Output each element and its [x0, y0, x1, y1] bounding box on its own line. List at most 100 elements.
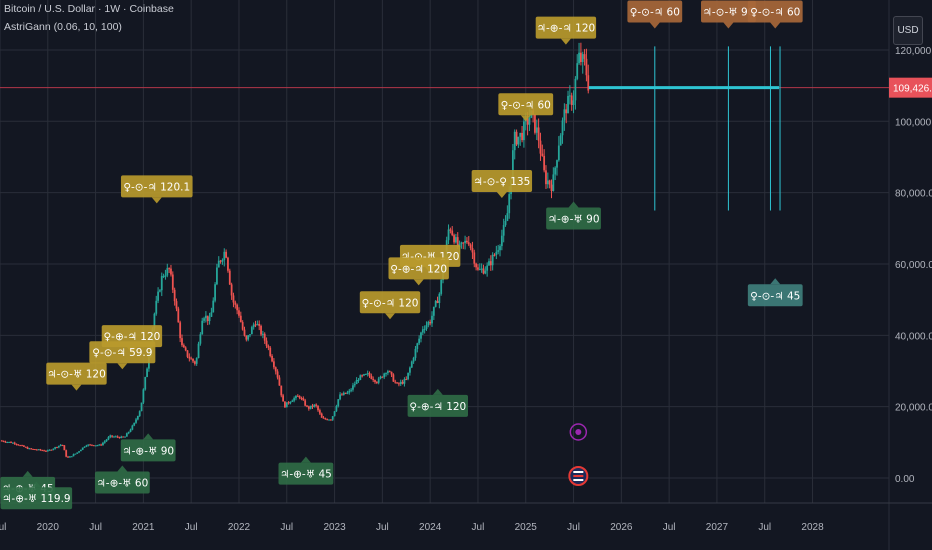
aspect-label[interactable]: ♃-⊙-♅ 120	[46, 362, 107, 391]
candle-body	[427, 321, 430, 326]
aspect-label[interactable]: ♃-⊕-♅ 90	[546, 201, 601, 230]
target-icon[interactable]	[569, 423, 588, 441]
candle-body	[76, 452, 79, 454]
candle-body	[234, 302, 237, 305]
indicator-title[interactable]: AstriGann (0.06, 10, 100)	[4, 21, 122, 33]
candle-body	[216, 267, 218, 285]
aspect-label[interactable]: ♀-⊙-♃ 60	[498, 93, 554, 122]
aspect-label[interactable]: ♀-⊙-♃ 120.1	[120, 175, 193, 204]
candle-body	[98, 444, 101, 446]
candle-body	[166, 268, 169, 276]
aspect-label[interactable]: ♀-⊕-♃ 120	[388, 257, 449, 286]
aspect-label[interactable]: ♃-⊕-♅ 60	[94, 465, 150, 494]
candle-body	[434, 300, 437, 307]
aspect-label[interactable]: ♃-⊕-♅ 119.9	[0, 481, 73, 510]
candle-body	[131, 425, 134, 430]
candle-body	[318, 410, 321, 414]
y-tick-label: 20,000.00	[895, 403, 932, 414]
candle-body	[350, 389, 353, 391]
svg-text:♀-⊙-♃ 120: ♀-⊙-♃ 120	[362, 297, 419, 309]
candle-body	[386, 371, 389, 374]
aspect-label[interactable]: ♃-⊕-♅ 45	[278, 456, 334, 485]
candle-body	[111, 435, 114, 437]
candle-body	[252, 324, 255, 328]
svg-text:♃-⊙-♅ 120: ♃-⊙-♅ 120	[47, 369, 106, 381]
candle-body	[21, 445, 23, 447]
candle-body	[339, 394, 341, 400]
aspect-label[interactable]: ♃-⊙-♅ 90	[701, 0, 756, 29]
y-tick-label: 40,000.00	[895, 331, 932, 342]
candle-body	[513, 131, 516, 151]
y-tick-label: 100,000.00	[895, 117, 932, 128]
candle-body	[91, 444, 93, 446]
candle-body	[545, 170, 547, 185]
candle-body	[534, 114, 536, 133]
candle-body	[188, 356, 191, 359]
candle-body	[258, 323, 261, 326]
candle-body	[565, 109, 568, 114]
candle-body	[295, 395, 297, 399]
aspect-label[interactable]: ♀-⊕-♃ 120	[407, 388, 469, 417]
candle-body	[447, 229, 450, 241]
svg-text:♀-⊙-♃ 60: ♀-⊙-♃ 60	[750, 7, 800, 19]
x-tick-label: Jul	[663, 522, 676, 533]
candle-body	[37, 449, 40, 451]
candle-body	[348, 390, 351, 393]
candle-body	[15, 443, 18, 445]
aspect-label[interactable]: ♀-⊙-♃ 59.9	[89, 341, 156, 370]
candle-body	[221, 260, 224, 262]
currency-button[interactable]: USD	[893, 16, 923, 45]
candle-body	[68, 456, 71, 458]
candle-body	[552, 174, 555, 191]
candle-body	[107, 437, 110, 440]
aspect-label[interactable]: ♃-⊙-♀ 135	[471, 169, 533, 198]
candle-body	[526, 118, 529, 125]
candle-body	[236, 304, 239, 311]
candle-body	[333, 411, 336, 417]
candle-body	[217, 260, 220, 268]
candle-body	[4, 441, 7, 443]
aspect-label[interactable]: ♀-⊙-♃ 60	[627, 0, 683, 29]
candle-body	[263, 333, 266, 341]
candle-body	[466, 240, 468, 243]
svg-text:♃-⊕-♅ 119.9: ♃-⊕-♅ 119.9	[2, 493, 71, 505]
candle-body	[105, 439, 108, 442]
candle-body	[521, 132, 523, 141]
candle-body	[89, 444, 91, 446]
candle-body	[504, 220, 507, 226]
aspect-label[interactable]: ♃-⊕-♃ 120	[535, 16, 597, 45]
candle-body	[57, 445, 60, 448]
candle-body	[291, 400, 294, 402]
candle-body	[326, 419, 329, 421]
candle-body	[344, 392, 347, 394]
candle-body	[300, 397, 303, 399]
aspect-label[interactable]: ♀-⊙-♃ 45	[747, 278, 803, 307]
target-icon-center	[575, 429, 582, 435]
candle-body	[118, 437, 121, 439]
candle-body	[475, 263, 478, 268]
candle-body	[52, 448, 55, 450]
aspect-label[interactable]: ♀-⊙-♃ 60	[747, 0, 803, 29]
svg-text:♀-⊙-♃ 60: ♀-⊙-♃ 60	[630, 7, 680, 19]
candle-body	[67, 456, 69, 458]
candle-body	[374, 380, 376, 382]
candle-body	[135, 419, 137, 423]
aspect-label[interactable]: ♀-⊙-♃ 120	[359, 291, 421, 320]
y-tick-label: 60,000.00	[895, 260, 932, 271]
candle-body	[124, 436, 126, 438]
candle-body	[353, 384, 356, 386]
candle-body	[451, 230, 454, 236]
candle-body	[81, 447, 84, 450]
x-tick-label: 2026	[610, 522, 633, 533]
candle-body	[136, 415, 139, 420]
candle-body	[568, 95, 571, 97]
svg-text:♀-⊕-♃ 120: ♀-⊕-♃ 120	[409, 401, 466, 413]
candle-body	[197, 343, 200, 359]
aspect-label[interactable]: ♃-⊕-♅ 90	[120, 433, 176, 462]
candle-body	[238, 310, 240, 316]
candle-body	[162, 275, 165, 277]
candle-body	[328, 419, 330, 421]
candle-body	[11, 442, 14, 444]
svg-text:♀-⊙-♃ 120.1: ♀-⊙-♃ 120.1	[123, 181, 190, 193]
